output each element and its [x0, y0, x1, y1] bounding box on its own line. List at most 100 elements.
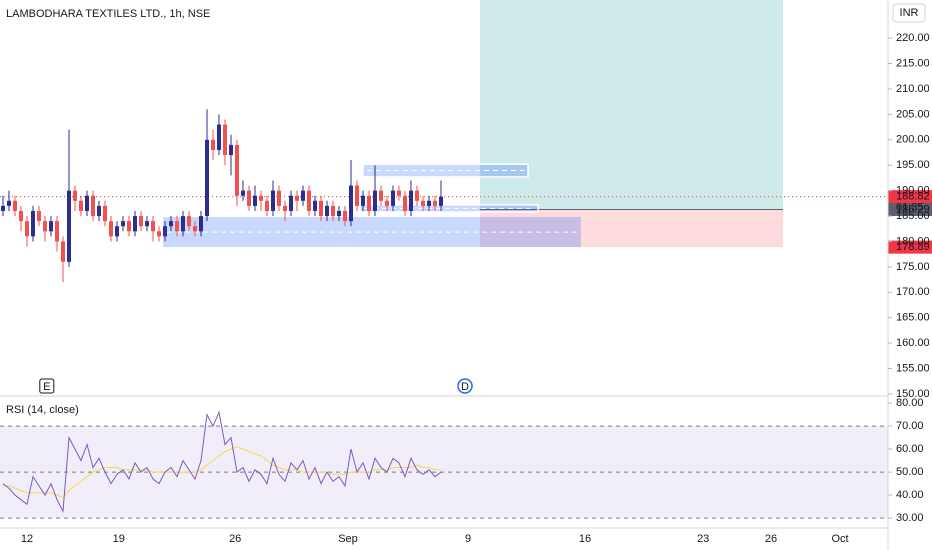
- candle-body: [295, 195, 299, 201]
- y-tick-label: 215.00: [896, 57, 930, 69]
- candle-body: [235, 144, 239, 196]
- candle-body: [121, 221, 125, 227]
- event-marker: [39, 378, 55, 394]
- candle-body: [241, 190, 245, 196]
- countdown: 01:35: [896, 202, 924, 214]
- candle-body: [133, 216, 137, 232]
- candle-body: [97, 205, 101, 217]
- candle-body: [169, 221, 173, 227]
- candle-body: [355, 185, 359, 206]
- x-tick-label: 26: [765, 533, 777, 545]
- y-tick-label: 210.00: [896, 83, 930, 95]
- event-label: D: [461, 381, 469, 393]
- candle-body: [217, 124, 221, 150]
- candle-body: [193, 226, 197, 232]
- candle-body: [259, 195, 263, 201]
- candle-body: [265, 200, 269, 211]
- price-label: 188.82: [896, 191, 930, 203]
- candle-body: [187, 216, 191, 227]
- zone: [362, 163, 529, 178]
- candle-body: [31, 210, 35, 237]
- candle-body: [289, 195, 293, 211]
- y-tick-label: 220.00: [896, 32, 930, 44]
- candle-body: [175, 221, 179, 232]
- candle-body: [163, 226, 167, 237]
- candle-body: [343, 210, 347, 222]
- rsi-pane: 30.00 40.00 50.00 60.00 70.00 80.00: [0, 397, 924, 524]
- x-tick-label: Sep: [338, 533, 358, 545]
- candle-body: [145, 221, 149, 227]
- candle-body: [25, 221, 29, 237]
- candle-body: [91, 195, 95, 217]
- target-zone: [480, 0, 783, 210]
- candle-body: [271, 190, 275, 211]
- event-label: E: [43, 381, 50, 393]
- candle-body: [373, 190, 377, 211]
- candle-body: [361, 195, 365, 206]
- rsi-y-tick-label: 40.00: [896, 489, 924, 501]
- candle-body: [301, 190, 305, 201]
- candle-body: [433, 200, 437, 206]
- candle-body: [127, 221, 131, 232]
- candle-body: [85, 195, 89, 211]
- x-tick-label: 26: [229, 533, 241, 545]
- candle-body: [103, 205, 107, 222]
- candle-body: [319, 200, 323, 217]
- candle-body: [205, 139, 209, 217]
- y-tick-label: 190.00: [896, 185, 930, 197]
- candle-body: [379, 190, 383, 201]
- rsi-title: RSI (14, close): [6, 404, 79, 416]
- candle-body: [403, 195, 407, 211]
- rsi-y-tick-label: 60.00: [896, 443, 924, 455]
- candle-body: [13, 200, 17, 211]
- candle-body: [223, 124, 227, 156]
- candle-body: [7, 200, 11, 206]
- rsi-line: [2, 410, 442, 513]
- candle-body: [325, 205, 329, 217]
- y-tick-label: 165.00: [896, 312, 930, 324]
- stop-zone: [480, 209, 783, 248]
- price-label: 178.89: [896, 241, 930, 253]
- x-tick-label: 16: [579, 533, 591, 545]
- candle-body: [55, 221, 59, 242]
- candle-body: [427, 200, 431, 206]
- rsi-y-tick-label: 50.00: [896, 466, 924, 478]
- candle-body: [283, 205, 287, 211]
- x-tick-label: 23: [697, 533, 709, 545]
- x-tick-label: 12: [21, 533, 33, 545]
- currency-box[interactable]: [892, 3, 926, 23]
- candle-body: [157, 231, 161, 237]
- candle-body: [349, 185, 353, 222]
- candle-body: [421, 200, 425, 206]
- candle-body: [331, 205, 335, 217]
- currency: INR: [900, 7, 919, 19]
- candle-body: [391, 190, 395, 206]
- x-tick-label: Oct: [831, 533, 848, 545]
- y-tick-label: 170.00: [896, 286, 930, 298]
- y-tick-label: 180.00: [896, 235, 930, 247]
- rsi-ma-line: [3, 446, 441, 498]
- candle-body: [43, 221, 47, 232]
- candle-body: [61, 241, 65, 262]
- candle-body: [439, 196, 443, 206]
- y-tick-label: 175.00: [896, 261, 930, 273]
- candle-body: [253, 195, 257, 206]
- price-label: 186.29: [896, 203, 930, 215]
- candle-body: [19, 210, 23, 222]
- y-tick-label: 185.00: [896, 210, 930, 222]
- candle-body: [151, 221, 155, 232]
- chart-title: LAMBODHARA TEXTILES LTD., 1h, NSE: [6, 8, 210, 20]
- event-marker: [457, 378, 473, 394]
- y-tick-label: 150.00: [896, 388, 930, 400]
- candle-body: [199, 216, 203, 232]
- price-label-box: [888, 240, 932, 254]
- candle-body: [409, 190, 413, 211]
- y-tick-label: 205.00: [896, 108, 930, 120]
- candle-body: [337, 210, 341, 217]
- y-tick-label: 200.00: [896, 134, 930, 146]
- candle-body: [139, 216, 143, 227]
- candle-body: [397, 190, 401, 196]
- y-tick-label: 195.00: [896, 159, 930, 171]
- candle-body: [385, 200, 389, 206]
